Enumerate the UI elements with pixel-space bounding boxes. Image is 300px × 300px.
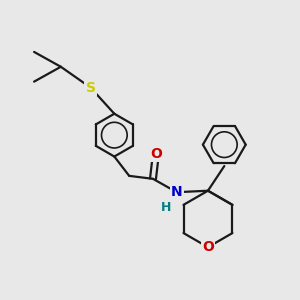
Text: N: N — [171, 185, 183, 199]
Text: S: S — [85, 81, 96, 94]
Text: O: O — [202, 240, 214, 254]
Text: H: H — [161, 201, 172, 214]
Text: O: O — [150, 147, 162, 160]
